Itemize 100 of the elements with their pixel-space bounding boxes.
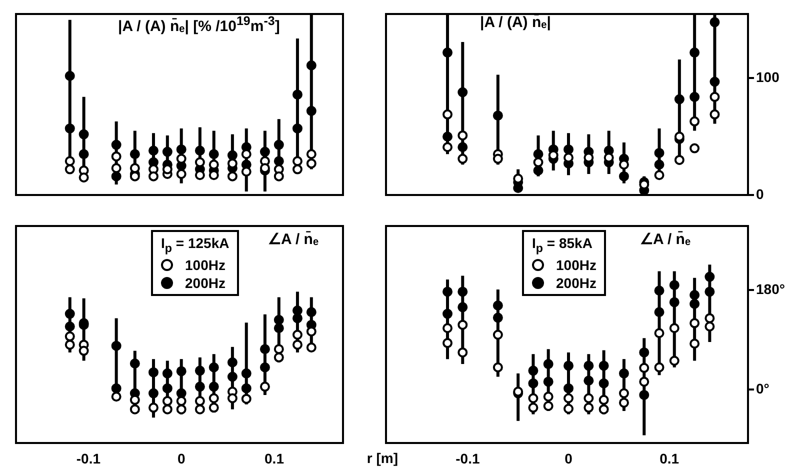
point xyxy=(130,404,140,414)
point xyxy=(292,90,302,100)
point xyxy=(618,171,629,182)
point xyxy=(194,146,205,156)
point xyxy=(442,338,453,348)
point xyxy=(584,393,594,404)
point xyxy=(227,357,238,368)
point xyxy=(458,142,468,152)
point xyxy=(492,330,503,340)
point xyxy=(78,172,89,182)
point xyxy=(292,313,302,324)
point xyxy=(111,140,122,150)
legend-label: 100Hz xyxy=(556,256,596,273)
point xyxy=(674,154,684,165)
point xyxy=(260,344,270,354)
point xyxy=(533,165,544,176)
point xyxy=(208,149,219,160)
point xyxy=(274,344,284,354)
point xyxy=(292,340,302,350)
point xyxy=(710,17,720,28)
point xyxy=(598,378,609,388)
y-tick-label: 180° xyxy=(756,280,785,297)
point xyxy=(241,368,252,378)
point xyxy=(194,157,205,168)
point xyxy=(208,393,219,404)
point xyxy=(564,383,574,394)
point xyxy=(543,392,554,402)
point xyxy=(458,347,468,358)
point xyxy=(306,342,316,352)
point xyxy=(292,156,302,166)
point xyxy=(260,146,270,157)
x-tick-label: 0 xyxy=(564,450,573,466)
point xyxy=(148,367,158,378)
point xyxy=(162,383,172,394)
point xyxy=(458,302,468,312)
point xyxy=(710,76,720,87)
point xyxy=(194,404,205,414)
chart-title: ∠A / n̄ₑ xyxy=(640,230,691,248)
point xyxy=(148,146,158,156)
point xyxy=(111,383,122,394)
point xyxy=(492,300,503,311)
point xyxy=(704,286,715,297)
point xyxy=(260,362,270,372)
point xyxy=(64,164,75,174)
point xyxy=(584,402,594,413)
point xyxy=(176,144,186,154)
point xyxy=(176,404,186,414)
point xyxy=(528,378,538,388)
point xyxy=(442,48,453,58)
legend-label: 100Hz xyxy=(185,256,226,273)
y-tick-label: 100 xyxy=(756,69,780,86)
point xyxy=(148,402,158,413)
point xyxy=(130,149,140,160)
point xyxy=(176,396,186,406)
point xyxy=(492,362,503,372)
legend-title: I$_{p}$ = 85kA xyxy=(532,235,594,255)
point xyxy=(64,70,75,81)
point xyxy=(208,382,219,392)
point xyxy=(176,366,186,376)
x-tick-label: 0.1 xyxy=(660,450,680,466)
point xyxy=(598,360,609,371)
point xyxy=(78,149,89,160)
point xyxy=(148,388,158,398)
point xyxy=(690,290,700,300)
point xyxy=(639,390,650,400)
point xyxy=(690,48,700,58)
point xyxy=(458,286,468,297)
point xyxy=(543,376,554,387)
point xyxy=(598,404,609,414)
point xyxy=(306,149,316,160)
point xyxy=(533,149,544,160)
point xyxy=(690,143,700,154)
point xyxy=(442,109,453,120)
point xyxy=(704,272,715,282)
y-tick-label: 0 xyxy=(756,186,764,202)
point xyxy=(176,168,186,179)
point xyxy=(130,171,140,182)
point xyxy=(690,318,700,328)
point xyxy=(241,383,252,394)
point xyxy=(241,394,252,404)
point xyxy=(533,157,544,168)
point xyxy=(528,393,538,404)
point xyxy=(64,321,75,332)
point xyxy=(458,320,468,330)
point xyxy=(274,156,284,166)
point xyxy=(710,109,720,120)
point xyxy=(458,130,468,140)
point xyxy=(208,402,219,413)
point xyxy=(669,356,680,366)
point xyxy=(690,92,700,102)
legend-label: 200Hz xyxy=(556,274,596,291)
point xyxy=(176,154,186,164)
point xyxy=(654,328,664,338)
point xyxy=(528,366,538,376)
x-axis-title: r [m] xyxy=(366,450,398,466)
point xyxy=(442,323,453,334)
y-tick-label: 0° xyxy=(756,380,770,396)
chart-title: |A / (A) n̄ₑ| [% /10$^{19}$m$^{-3}$] xyxy=(118,14,280,35)
point xyxy=(458,87,468,98)
x-tick-label: -0.1 xyxy=(456,450,480,466)
